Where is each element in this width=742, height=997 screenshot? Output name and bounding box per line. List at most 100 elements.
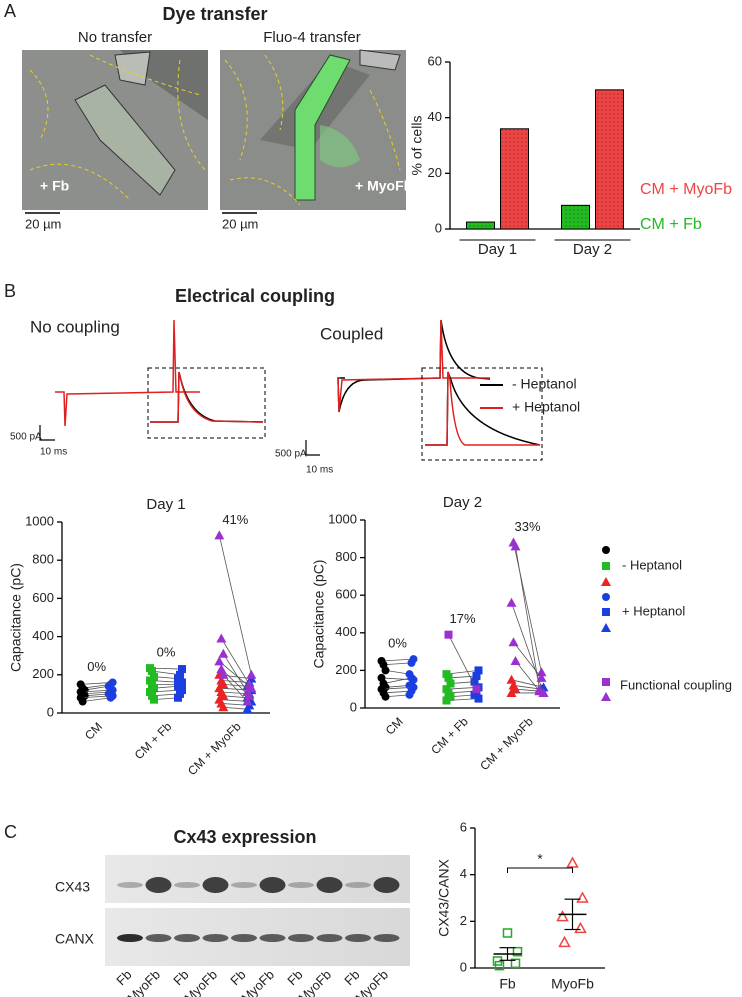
trace-caption: Coupled [320, 324, 383, 343]
pair-line [381, 658, 414, 662]
point [106, 693, 115, 702]
point [574, 921, 587, 934]
point [506, 687, 517, 697]
band [345, 882, 371, 888]
scale-label: 20 µm [25, 216, 61, 231]
pair-line [448, 675, 477, 679]
x-tick-label: CM [383, 714, 406, 737]
annotation: 0% [87, 659, 106, 674]
traces [39, 319, 543, 461]
point [472, 672, 481, 681]
y-tick-label: 0 [350, 699, 357, 714]
bar-texture [595, 89, 624, 229]
point [218, 669, 229, 679]
image-caption: No transfer [78, 29, 152, 46]
legend-label: CM + MyoFb [640, 181, 732, 198]
point [510, 958, 521, 969]
lane-label: MyoFb [124, 967, 163, 997]
band [345, 934, 371, 942]
lane-label: Fb [170, 967, 191, 988]
pair-line [446, 698, 479, 701]
bar-texture [561, 205, 590, 229]
point [381, 692, 390, 701]
bar-texture [500, 128, 529, 229]
bar-texture [466, 222, 495, 229]
point [150, 695, 158, 704]
point [506, 597, 517, 607]
point [407, 658, 416, 667]
y-tick-label: 60 [428, 53, 442, 68]
band [288, 934, 314, 942]
y-tick-label: 600 [32, 590, 54, 605]
band [145, 877, 172, 893]
pair-line [218, 535, 252, 675]
point [510, 656, 521, 665]
point [508, 637, 519, 647]
band [174, 882, 200, 888]
lane-label: MyoFb [352, 967, 391, 997]
y-tick-label: 2 [460, 913, 467, 928]
x-tick-label: Day 2 [573, 241, 612, 258]
x-tick-label: MyoFb [551, 976, 594, 992]
y-tick-label: 800 [335, 549, 357, 564]
legend-marker [601, 577, 611, 586]
chart-title: Day 1 [146, 496, 185, 513]
band [117, 934, 143, 942]
point [78, 697, 87, 706]
micrograph [22, 50, 208, 210]
legend-marker [602, 562, 610, 570]
band [231, 934, 257, 942]
y-tick-label: 0 [47, 704, 54, 719]
point [214, 530, 225, 540]
band [373, 877, 400, 893]
y-axis-label: CX43/CANX [436, 858, 452, 936]
pair-line [515, 660, 540, 692]
y-tick-label: 200 [335, 662, 357, 677]
point [510, 541, 521, 551]
pair-line [513, 685, 542, 690]
band [117, 882, 143, 888]
x-tick-label: CM + MyoFb [185, 719, 244, 778]
point [246, 683, 257, 693]
annotation: 33% [514, 519, 540, 534]
point [381, 666, 390, 675]
point [474, 666, 483, 675]
lane-label: Fb [341, 967, 362, 988]
blot-label: CANX [55, 931, 95, 947]
panel-label: C [4, 822, 17, 842]
point [556, 910, 569, 922]
x-tick-label: Day 1 [478, 241, 517, 258]
lane-label: MyoFb [238, 967, 277, 997]
annotation: 0% [388, 636, 407, 651]
y-tick-label: 800 [32, 552, 54, 567]
pair-line [383, 690, 412, 694]
micrograph [220, 49, 406, 210]
pair-line [222, 653, 248, 693]
pair-line [515, 688, 540, 692]
image-caption: Fluo-4 transfer [263, 29, 361, 46]
lane-label: MyoFb [181, 967, 220, 997]
point [502, 928, 513, 938]
point [214, 656, 225, 666]
y-axis-label: % of cells [409, 116, 425, 176]
point [242, 704, 253, 714]
x-tick-label: CM + Fb [132, 719, 175, 762]
x-tick-label: CM + MyoFb [477, 714, 536, 773]
y-tick-label: 400 [32, 628, 54, 643]
point [536, 667, 547, 677]
legend-label: - Heptanol [512, 376, 577, 392]
y-tick-label: 20 [428, 165, 442, 180]
legend-label: - Heptanol [622, 557, 682, 572]
scale-label: 10 ms [40, 447, 67, 458]
annotation: 17% [449, 611, 475, 626]
point [148, 666, 156, 675]
x-tick-label: CM + Fb [428, 714, 471, 757]
point [558, 935, 571, 948]
pair-line [385, 670, 410, 675]
band [231, 882, 257, 888]
pair-line [515, 546, 540, 690]
annotation: 41% [222, 512, 248, 527]
scale-label: 20 µm [222, 216, 258, 231]
image-tag: + Fb [40, 178, 69, 194]
pair-line [448, 634, 477, 690]
